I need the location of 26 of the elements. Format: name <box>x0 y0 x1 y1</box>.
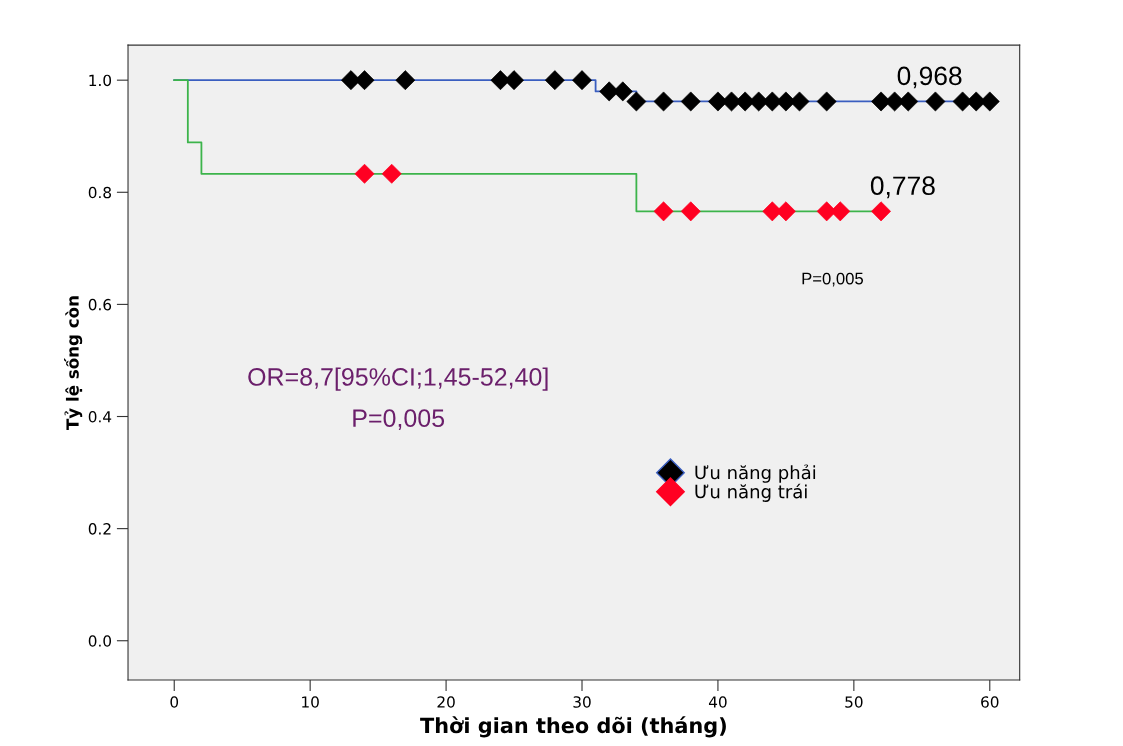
x-tick-label: 10 <box>302 696 319 708</box>
y-tick-label: 0.8 <box>88 186 111 199</box>
annotation: P=0,005 <box>353 409 445 430</box>
point <box>925 91 946 112</box>
annotation: OR=8,7[95%CI;1,45-52,40] <box>248 367 548 391</box>
x-axis-title: Thời gian theo dõi (tháng) <box>420 716 726 738</box>
y-tick-label: 0.0 <box>88 635 112 647</box>
x-tick-label: 50 <box>845 696 863 708</box>
point <box>653 201 674 222</box>
point <box>898 91 919 112</box>
x-tick-label: 30 <box>573 696 591 708</box>
y-tick-label: 0.2 <box>88 523 111 535</box>
y-tick-label: 1.0 <box>89 74 112 87</box>
legend-label: Ưu năng phải <box>695 464 816 483</box>
x-tick-label: 60 <box>981 696 999 708</box>
annotation: P=0,005 <box>802 272 864 287</box>
x-tick-label: 20 <box>437 696 455 708</box>
point <box>381 163 402 184</box>
annotation: 0,968 <box>897 66 962 89</box>
y-axis-title: Tỷ lệ sống còn <box>64 296 83 430</box>
y-tick-label: 0.4 <box>88 410 112 423</box>
annotation: 0,778 <box>870 176 935 199</box>
y-tick-label: 0.6 <box>88 298 112 311</box>
x-tick-label: 40 <box>708 696 727 708</box>
legend-label: Ưu năng trái <box>695 483 807 502</box>
x-tick-label: 0 <box>170 696 179 708</box>
